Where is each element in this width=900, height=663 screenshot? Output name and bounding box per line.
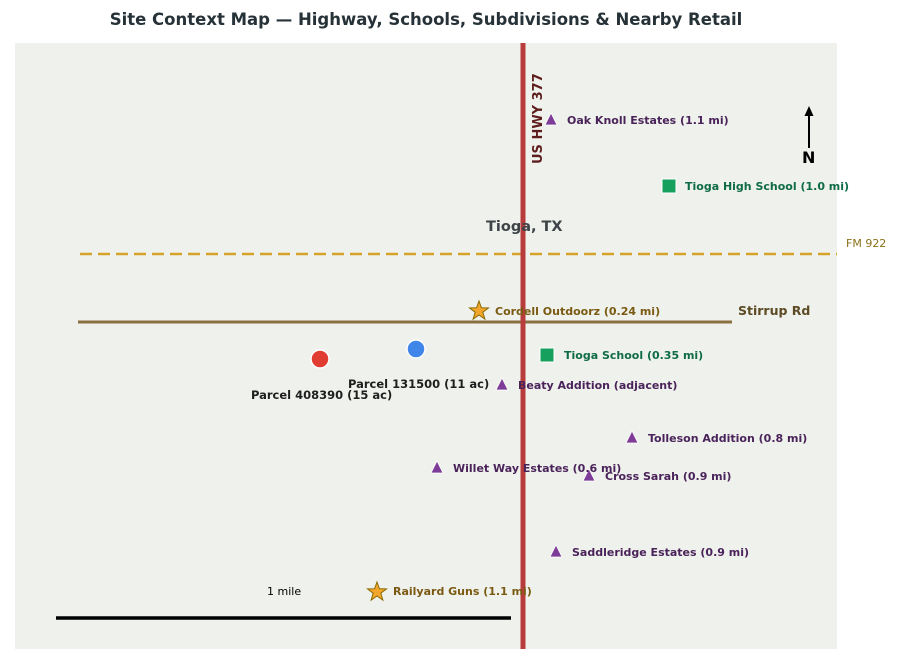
- parcel-131500-label: Parcel 131500 (11 ac): [348, 377, 490, 391]
- parcel-408390-marker: [310, 349, 330, 369]
- subdivision-marker: [625, 430, 639, 444]
- school-marker: [661, 178, 677, 194]
- subdivision-label: Tolleson Addition (0.8 mi): [648, 432, 808, 445]
- subdivision-marker: [544, 112, 558, 126]
- subdivision-label: Oak Knoll Estates (1.1 mi): [567, 114, 729, 127]
- retail-star-icon: [366, 580, 388, 602]
- retail-label: Cordell Outdoorz (0.24 mi): [495, 305, 661, 318]
- parcel-131500-marker: [406, 339, 426, 359]
- map-title: Site Context Map — Highway, Schools, Sub…: [109, 10, 743, 29]
- map-area: [15, 43, 837, 649]
- retail-label: Railyard Guns (1.1 mi): [393, 585, 532, 598]
- subdivision-marker: [430, 460, 444, 474]
- subdivision-label: Beaty Addition (adjacent): [518, 379, 678, 392]
- highway-label: US HWY 377: [531, 73, 546, 164]
- subdivision-marker: [549, 544, 563, 558]
- subdivision-label: Willet Way Estates (0.6 mi): [453, 462, 622, 475]
- subdivision-marker: [582, 468, 596, 482]
- scale-label: 1 mile: [267, 585, 302, 598]
- school-marker: [539, 347, 555, 363]
- retail-star-icon: [468, 299, 490, 321]
- fm-922-label: FM 922: [846, 237, 887, 250]
- subdivision-label: Cross Sarah (0.9 mi): [605, 470, 732, 483]
- north-label: N: [802, 148, 816, 167]
- north-arrow-icon: [804, 106, 814, 148]
- school-label: Tioga High School (1.0 mi): [685, 180, 850, 193]
- stirrup-rd-label: Stirrup Rd: [738, 303, 811, 318]
- school-label: Tioga School (0.35 mi): [564, 349, 704, 362]
- subdivision-marker: [495, 377, 509, 391]
- town-label: Tioga, TX: [486, 219, 563, 235]
- subdivision-label: Saddleridge Estates (0.9 mi): [572, 546, 749, 559]
- parcel-408390-label: Parcel 408390 (15 ac): [251, 388, 393, 402]
